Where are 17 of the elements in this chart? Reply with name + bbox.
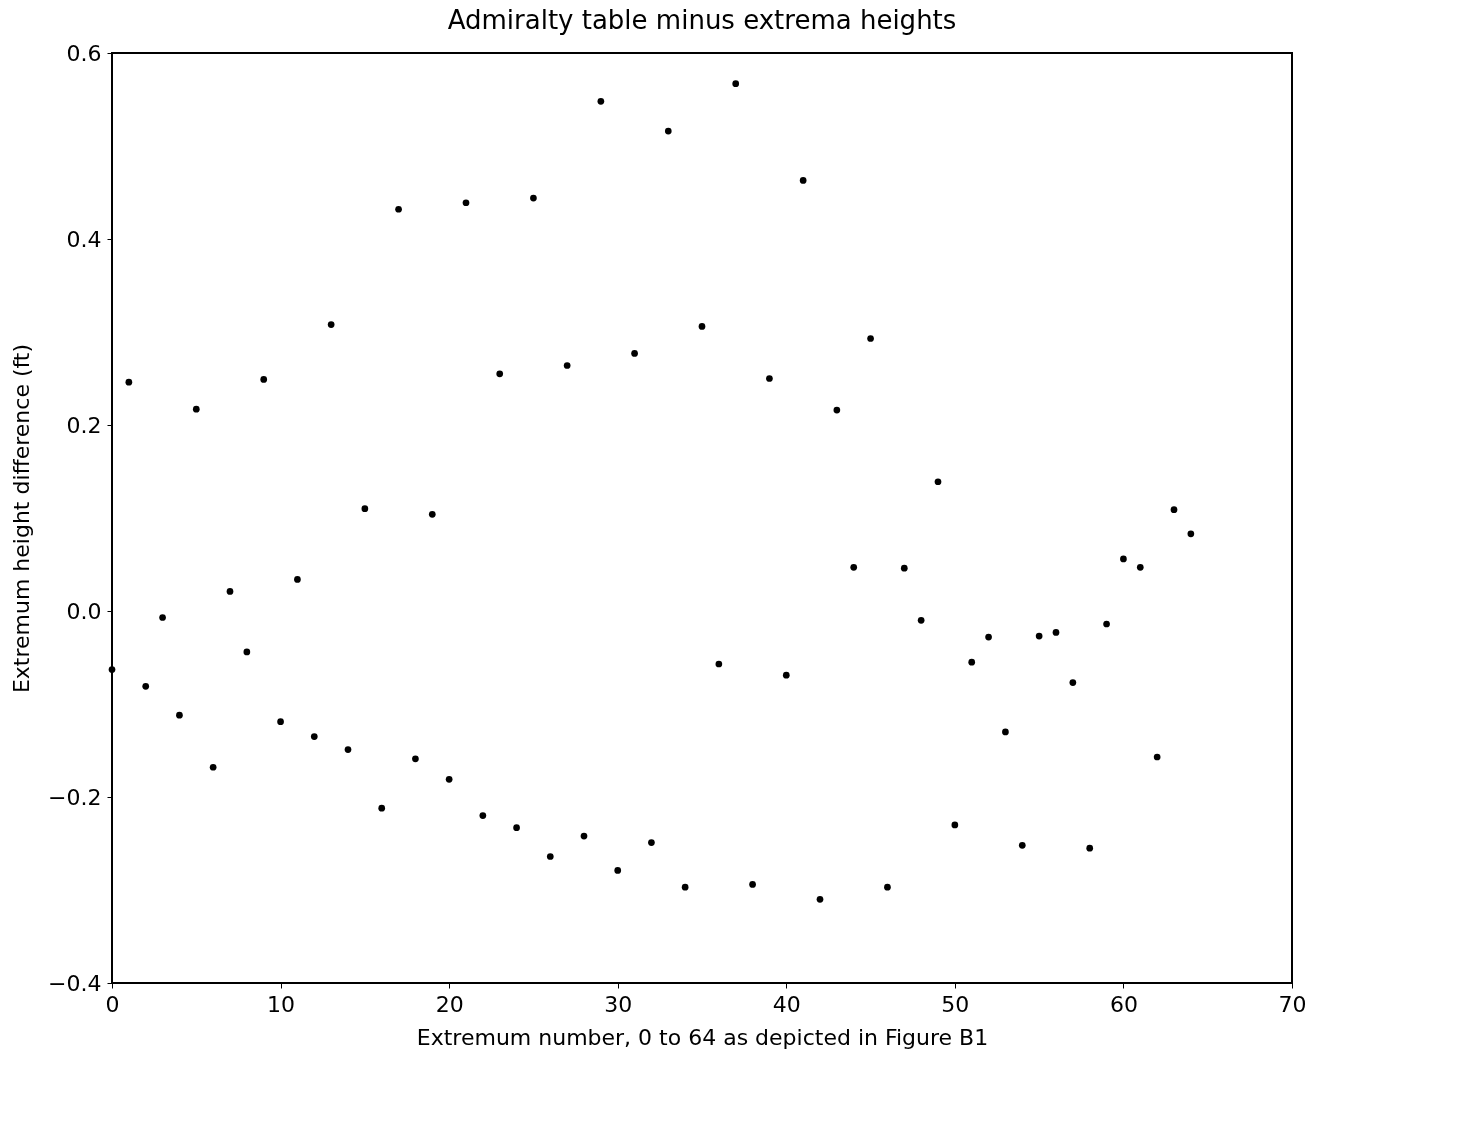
y-tick-label: −0.2 <box>48 784 102 810</box>
y-tick-label: 0.2 <box>66 412 102 438</box>
x-tick-label: 40 <box>772 991 801 1017</box>
y-tick-label: 0.4 <box>66 226 102 252</box>
y-tick-label: 0.6 <box>66 40 102 66</box>
x-tick-label: 20 <box>435 991 464 1017</box>
x-tick-label: 30 <box>604 991 633 1017</box>
x-axis-title: Extremum number, 0 to 64 as depicted in Figure B1 <box>416 1024 989 1050</box>
x-tick-label: 50 <box>941 991 970 1017</box>
x-tick-label: 10 <box>267 991 296 1017</box>
y-axis-title: Extremum height difference (ft) <box>9 343 35 694</box>
x-tick-label: 0 <box>105 991 120 1017</box>
y-tick-label: 0.0 <box>66 598 102 624</box>
y-tick-label: −0.4 <box>48 970 102 996</box>
chart-title: Admiralty table minus extrema heights <box>447 5 957 35</box>
x-tick-label: 60 <box>1109 991 1138 1017</box>
x-tick-label: 70 <box>1278 991 1307 1017</box>
